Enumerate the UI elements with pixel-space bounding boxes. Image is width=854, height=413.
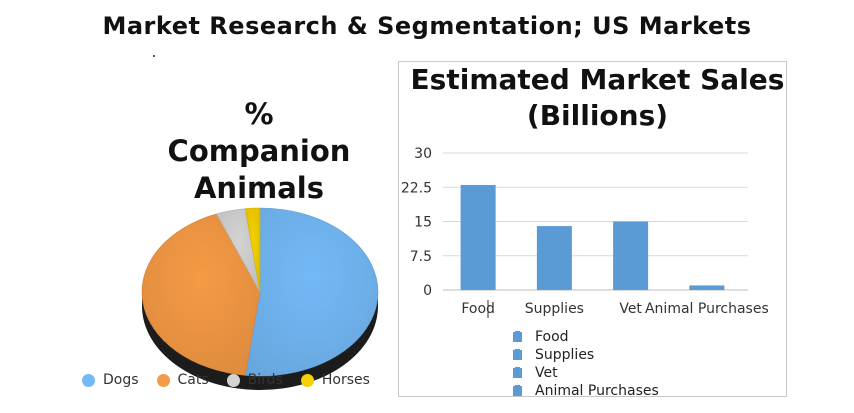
bar-y-tick-label: 22.5 [401,180,432,196]
pie-slice-dogs [244,207,379,377]
bar-legend-item-vet: Vet [513,364,659,382]
bar-x-tick-label: Animal Purchases [645,301,769,317]
pie-legend-item-cats: Cats [156,372,209,388]
bar-y-tick-label: 30 [414,146,432,162]
bar-food [460,184,496,290]
bar-x-tick-label: Vet [619,301,642,317]
bar-legend-label: Vet [535,365,558,381]
bar-legend-label: Food [535,329,569,345]
bar-legend-swatch [513,350,522,360]
bar-legend-item-food: Food [513,328,659,346]
pie-legend-swatch [82,373,95,387]
pie-legend-label: Cats [177,372,209,388]
bar-legend-swatch [513,368,522,378]
pie-legend-item-horses: Horses [300,372,370,388]
bar-chart-title: Estimated Market Sales (Billions) [410,63,785,132]
pie-slice-horses [244,207,261,293]
bar-y-tick-label: 0 [423,283,432,299]
bar-animal-purchases [689,285,725,290]
bar-legend-label: Animal Purchases [535,383,659,399]
pie-legend-swatch [226,373,240,387]
bar-legend-item-animal-purchases: Animal Purchases [513,382,659,400]
bar-legend: Food Supplies Vet Animal Purchases [513,328,659,400]
bar-chart-panel [398,61,787,397]
bar-x-tick-label: Supplies [525,301,584,317]
pie-legend-swatch [156,373,170,387]
pie-legend-item-dogs: Dogs [82,372,139,388]
pie-slice-cats [141,213,261,376]
pie-chart [141,207,379,390]
stray-dot [153,55,155,57]
pie-legend-label: Birds [247,372,283,388]
pie-legend-label: Dogs [103,372,139,388]
bar-y-tick-label: 7.5 [410,249,432,265]
bar-legend-item-supplies: Supplies [513,346,659,364]
bar-x-tick-label: Food [461,301,495,317]
pie-legend-label: Horses [321,372,370,388]
pie-legend: Dogs Cats Birds Horses [82,371,388,389]
bar-supplies [536,226,572,290]
pie-legend-item-birds: Birds [226,372,283,388]
bar-legend-swatch [513,386,522,396]
main-title: Market Research & Segmentation; US Marke… [102,12,752,40]
bar-legend-swatch [513,332,522,342]
pie-chart-title: % Companion Animals [167,97,351,205]
bar-legend-label: Supplies [535,347,595,363]
pie-legend-swatch [300,373,314,387]
bar-vet [613,221,649,290]
bar-y-tick-label: 15 [414,215,432,231]
